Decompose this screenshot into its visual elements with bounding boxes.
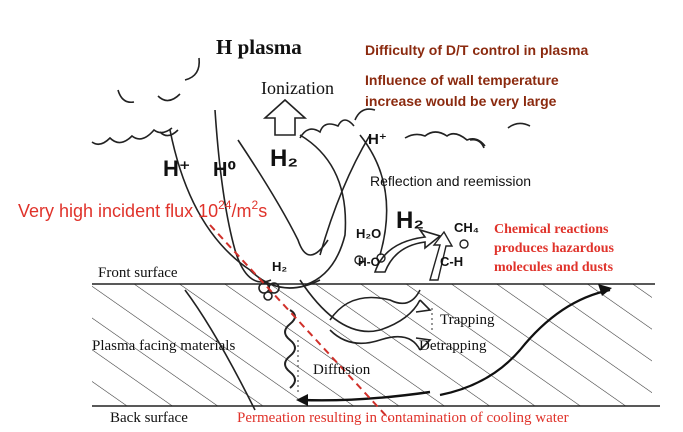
ionization-label: Ionization [261,78,334,98]
flux-unit-exponent: 2 [252,198,259,212]
flux-suffix: s [258,201,267,221]
plasma-facing-label: Plasma facing materials [92,338,235,354]
trapping-label: Trapping [440,312,495,328]
flux-unit: /m [232,201,252,221]
diffusion-squiggle [284,309,296,389]
ho-label: H-O [358,255,380,269]
ionization-arrow [262,98,308,136]
h-plus-small-label: H⁺ [368,131,387,148]
front-surface-label: Front surface [98,265,178,281]
detrapping-arrowhead [598,284,612,296]
reemission-arrow [373,228,442,273]
flux-label: Very high incident flux 1024/m2s [18,198,267,221]
detrapping-label: Detrapping [419,338,487,354]
flow-lines [169,109,421,411]
diffusion-label: Diffusion [313,362,371,378]
h2o-label: H₂O [356,226,381,241]
h2-surface-label: H₂ [272,259,287,274]
note-dt-control: Difficulty of D/T control in plasma [365,42,588,58]
page-title: H plasma [216,35,302,59]
permeation-arrowhead [296,394,308,406]
chemical-reactions-3: molecules and dusts [494,260,614,275]
flux-prefix: Very high incident flux 10 [18,201,218,221]
detrapping-arrow [439,288,611,397]
h2-large-label: H₂ [396,207,424,234]
h-plus-large-label: H⁺ [163,156,191,181]
flux-exponent: 24 [218,198,232,212]
ch4-label: CH₄ [454,220,479,235]
back-surface-label: Back surface [110,410,188,426]
trapping-flow [329,289,432,351]
reflection-label: Reflection and reemission [370,173,531,189]
permeation-arrow [301,390,431,402]
ho-molecule [354,253,386,265]
incident-flux-line [209,224,391,421]
ch-arrow [429,230,454,281]
h0-label: H⁰ [213,159,236,181]
material-slab [92,283,660,407]
h2-center-label: H₂ [270,145,298,172]
ch4-molecule [459,239,469,249]
note-wall-temp-2: increase would be very large [365,93,557,109]
plasma-cloud [91,57,531,149]
note-wall-temp-1: Influence of wall temperature [365,72,559,88]
chemical-reactions-2: produces hazardous [494,241,614,256]
ch-label: C-H [440,254,463,269]
permeation-label: Permeation resulting in contamination of… [237,410,569,426]
chemical-reactions-1: Chemical reactions [494,222,609,237]
